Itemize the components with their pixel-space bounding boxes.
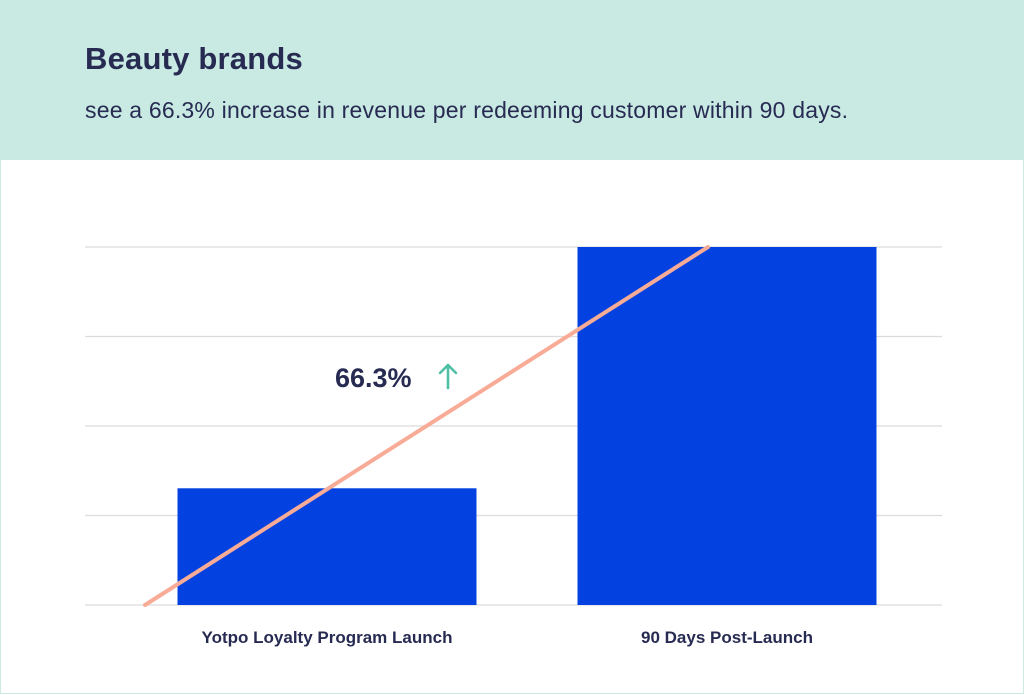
arrow-up-icon xyxy=(438,363,458,390)
header-band: Beauty brands see a 66.3% increase in re… xyxy=(1,1,1024,160)
x-tick-label: Yotpo Loyalty Program Launch xyxy=(202,628,453,647)
trend-line xyxy=(143,245,710,607)
annotation-text: 66.3% xyxy=(335,363,412,393)
x-tick-label: 90 Days Post-Launch xyxy=(641,628,813,647)
bar xyxy=(177,488,477,605)
bar xyxy=(577,247,877,605)
chart-subtitle: see a 66.3% increase in revenue per rede… xyxy=(85,97,849,123)
chart-title: Beauty brands xyxy=(85,41,303,76)
